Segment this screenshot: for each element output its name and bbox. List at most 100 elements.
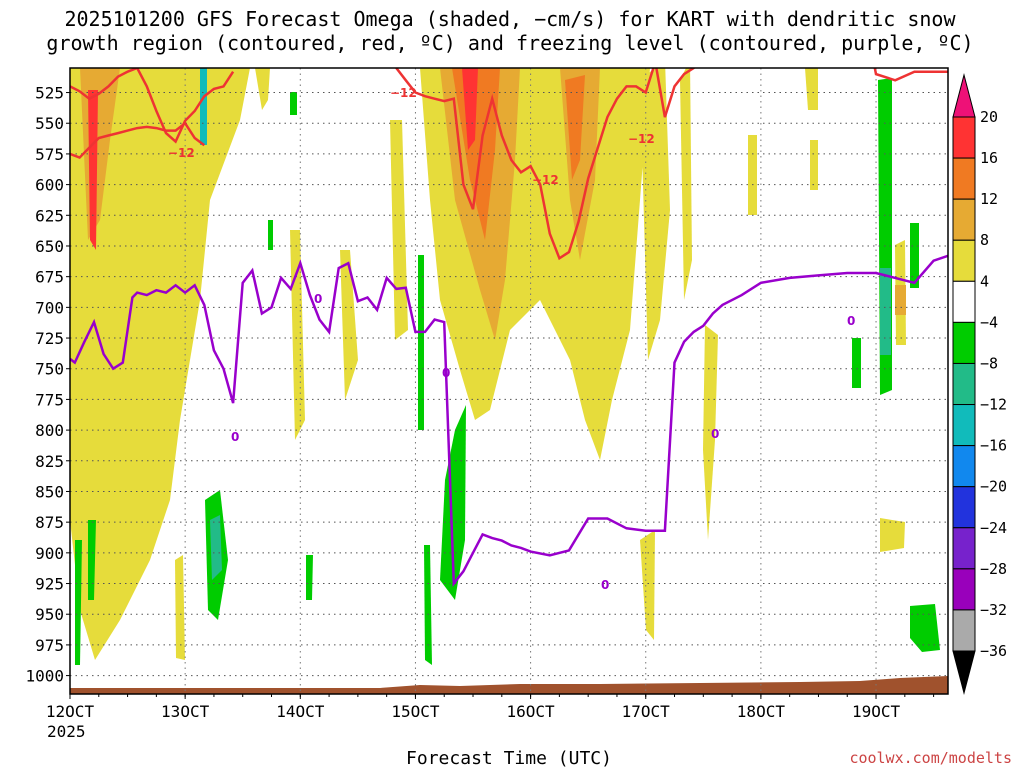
y-tick-label: 725 <box>35 329 64 348</box>
colorbar-bottom-cap <box>952 650 976 695</box>
dgz-contour-label: −12 <box>168 146 195 160</box>
y-tick-label: 825 <box>35 452 64 471</box>
dgz-contour-label: −12 <box>390 86 417 100</box>
omega-shade-darkorange <box>565 75 585 180</box>
colorbar-swatch <box>952 239 976 282</box>
colorbar-label: 4 <box>980 272 989 290</box>
omega-shade-yellow <box>805 68 818 110</box>
horizontal-gridlines <box>70 92 948 677</box>
omega-shade-green <box>418 255 424 430</box>
omega-shade-yellow <box>175 555 185 660</box>
colorbar: 20 16 12 8 4 −4 −8 −12 −16 −20 −24 −28 −32 −36 <box>952 73 1007 695</box>
x-tick-label: 14OCT <box>276 702 325 721</box>
terrain-strip <box>70 676 948 694</box>
omega-shade-teal <box>880 268 891 355</box>
omega-shade-green <box>268 220 273 250</box>
y-tick-label: 650 <box>35 237 64 256</box>
omega-shade-yellow <box>640 68 670 360</box>
y-tick-label: 925 <box>35 575 64 594</box>
y-tick-label: 850 <box>35 482 64 501</box>
colorbar-label: −16 <box>980 437 1007 455</box>
freezing-contour-label: 0 <box>711 427 719 441</box>
y-tick-label: 975 <box>35 636 64 655</box>
colorbar-swatch <box>952 527 976 570</box>
colorbar-label: 20 <box>980 108 998 126</box>
freezing-contour-label: 0 <box>601 578 609 592</box>
y-tick-label: 750 <box>35 360 64 379</box>
y-tick-label: 600 <box>35 176 64 195</box>
colorbar-label: −8 <box>980 354 998 372</box>
y-tick-label: 700 <box>35 298 64 317</box>
y-tick-label: 800 <box>35 421 64 440</box>
colorbar-swatch <box>952 116 976 159</box>
colorbar-label: 16 <box>980 149 998 167</box>
colorbar-label: 12 <box>980 190 998 208</box>
omega-shade-green <box>88 520 96 600</box>
colorbar-label: 8 <box>980 231 989 249</box>
omega-shade-green <box>910 223 919 288</box>
freezing-contour-label: 0 <box>847 314 855 328</box>
chart-title-line-1: 2025101200 GFS Forecast Omega (shaded, −… <box>64 7 956 31</box>
colorbar-swatch <box>952 362 976 406</box>
colorbar-label: −28 <box>980 560 1007 578</box>
y-tick-label: 675 <box>35 268 64 287</box>
y-tick-label: 1000 <box>25 667 64 686</box>
x-year-label: 2025 <box>47 722 86 741</box>
freezing-level-contour <box>70 254 948 587</box>
omega-shade-yellow <box>255 68 270 110</box>
omega-shade-yellow <box>340 250 358 400</box>
colorbar-swatch <box>952 568 976 611</box>
colorbar-label: −4 <box>980 313 998 331</box>
omega-shade-yellow <box>680 68 692 300</box>
omega-shade-green <box>910 604 940 652</box>
dgz-minus12-contour-upper <box>70 68 235 144</box>
omega-shade-orange <box>895 285 906 315</box>
colorbar-label: −32 <box>980 601 1007 619</box>
omega-shade-red <box>462 68 478 150</box>
x-tick-label: 15OCT <box>391 702 440 721</box>
x-tick-label: 16OCT <box>507 702 556 721</box>
omega-shade-green <box>424 545 432 665</box>
colorbar-swatch <box>952 609 976 652</box>
colorbar-swatch <box>952 486 976 529</box>
omega-shade-green <box>852 338 861 388</box>
omega-shade-yellow <box>70 68 250 660</box>
y-tick-label: 550 <box>35 114 64 133</box>
omega-shade-yellow <box>748 135 757 215</box>
omega-shade-yellow <box>640 530 655 640</box>
freezing-contour-label: 0 <box>314 292 322 306</box>
omega-shade-red <box>88 90 98 250</box>
colorbar-label: −24 <box>980 519 1007 537</box>
x-tick-label: 12OCT <box>46 702 95 721</box>
y-tick-label: 875 <box>35 513 64 532</box>
y-tick-label: 775 <box>35 390 64 409</box>
y-tick-label: 575 <box>35 145 64 164</box>
colorbar-label: −36 <box>980 642 1007 660</box>
x-tick-label: 19OCT <box>852 702 901 721</box>
omega-shade-yellow <box>880 518 905 552</box>
colorbar-label: −20 <box>980 478 1007 496</box>
omega-shade-green <box>440 405 466 600</box>
x-tick-label: 18OCT <box>737 702 786 721</box>
dgz-contour-label: −12 <box>532 173 559 187</box>
x-tick-label: 17OCT <box>622 702 671 721</box>
freezing-contour-label: 0 <box>442 366 450 380</box>
omega-shade-green <box>290 92 297 115</box>
omega-shade-yellow <box>703 325 718 540</box>
x-axis: 12OCT 13OCT 14OCT 15OCT 16OCT 17OCT 18OCT 19OCT <box>46 694 935 721</box>
omega-shade-green <box>306 555 313 600</box>
y-axis: 525 550 575 600 625 650 675 700 725 750 775 800 825 8… <box>25 84 70 686</box>
colorbar-label: −12 <box>980 396 1007 414</box>
plot-frame <box>69 67 949 695</box>
y-tick-label: 950 <box>35 605 64 624</box>
colorbar-swatch <box>952 157 976 200</box>
dgz-minus12-contour-lower <box>70 121 206 160</box>
freezing-contour-label: 0 <box>231 430 239 444</box>
colorbar-top-cap <box>952 73 976 118</box>
dgz-minus12-contour-mid <box>395 68 948 261</box>
credit-text: coolwx.com/modelts <box>849 749 1012 767</box>
y-tick-label: 900 <box>35 544 64 563</box>
colorbar-swatch <box>952 445 976 488</box>
x-axis-label: Forecast Time (UTC) <box>406 748 612 768</box>
